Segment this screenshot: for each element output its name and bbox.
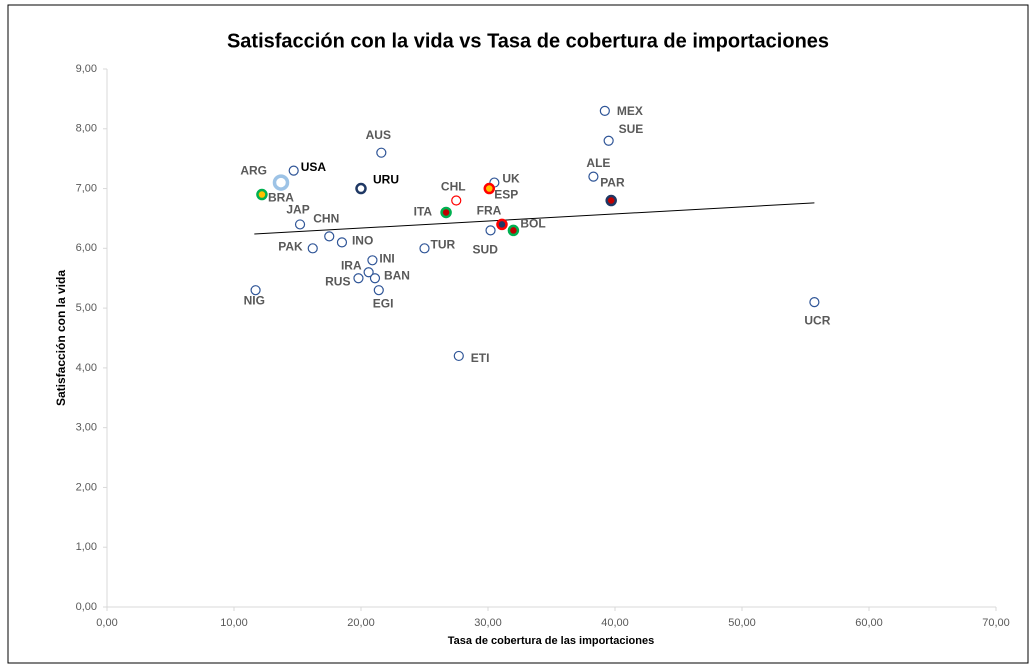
- y-tick-label: 7,00: [76, 182, 97, 194]
- y-tick-label: 5,00: [76, 302, 97, 314]
- point-label: BRA: [268, 191, 294, 205]
- point: [288, 165, 299, 176]
- y-tick-label: 6,00: [76, 242, 97, 254]
- point: [367, 255, 378, 266]
- point-label: UCR: [804, 313, 830, 327]
- point-label: BAN: [384, 268, 410, 282]
- point-label: IRA: [341, 258, 362, 272]
- point: [605, 194, 617, 207]
- y-axis-title: Satisfacción con la vida: [54, 270, 68, 406]
- chart-title: Satisfacción con la vida vs Tasa de cobe…: [227, 30, 829, 52]
- chart-border: [7, 4, 1029, 664]
- point-label: ITA: [414, 205, 433, 219]
- point-label: ETI: [471, 351, 490, 365]
- point-label: CHL: [441, 180, 466, 194]
- x-axis-title: Tasa de cobertura de las importaciones: [448, 635, 654, 647]
- point: [603, 135, 614, 146]
- y-tick-label: 1,00: [76, 541, 97, 553]
- point: [588, 171, 599, 182]
- y-tick-label: 2,00: [76, 481, 97, 493]
- point-label: SUE: [619, 122, 644, 136]
- x-tick-label: 10,00: [220, 617, 248, 629]
- point-label: CHN: [313, 212, 339, 226]
- trendline: [254, 202, 815, 235]
- point: [483, 182, 496, 195]
- point-label: INO: [352, 234, 373, 248]
- point: [250, 285, 261, 296]
- point: [453, 350, 464, 362]
- point-label: TUR: [431, 238, 456, 252]
- point-label: EGI: [373, 296, 394, 310]
- point: [336, 237, 348, 248]
- point: [324, 231, 335, 242]
- x-tick-label: 40,00: [601, 617, 629, 629]
- point-label: ALE: [586, 156, 610, 170]
- point: [451, 195, 462, 206]
- point-label: BOL: [520, 217, 545, 231]
- point-label: ESP: [494, 188, 518, 202]
- point: [373, 285, 384, 296]
- y-tick-label: 9,00: [76, 63, 97, 75]
- point-label: MEX: [617, 104, 643, 118]
- point: [496, 218, 508, 231]
- x-tick-label: 30,00: [474, 617, 502, 629]
- y-tick-label: 4,00: [76, 362, 97, 374]
- point: [599, 105, 610, 116]
- point-label: FRA: [477, 204, 502, 218]
- x-tick-label: 20,00: [347, 617, 375, 629]
- point-label: NIG: [244, 293, 265, 307]
- point: [272, 174, 290, 191]
- point: [376, 147, 387, 158]
- point: [809, 297, 820, 308]
- point-label: PAK: [278, 240, 303, 254]
- y-tick-label: 3,00: [76, 422, 97, 434]
- x-tick-label: 50,00: [728, 617, 756, 629]
- point: [363, 267, 374, 278]
- point-label: SUD: [473, 243, 499, 257]
- point: [256, 188, 268, 201]
- point: [307, 243, 318, 254]
- point: [507, 224, 520, 237]
- y-tick-label: 8,00: [76, 123, 97, 135]
- point-label: ARG: [240, 164, 267, 178]
- point: [419, 243, 430, 254]
- point: [353, 273, 364, 284]
- point-label: RUS: [325, 274, 350, 288]
- x-tick-label: 60,00: [855, 617, 883, 629]
- x-tick-label: 0,00: [96, 617, 117, 629]
- x-tick-label: 70,00: [982, 617, 1010, 629]
- point: [294, 219, 306, 230]
- y-tick-label: 0,00: [76, 601, 97, 613]
- point-label: AUS: [366, 128, 391, 142]
- point-label: JAP: [286, 203, 309, 217]
- point-label: INI: [379, 251, 394, 265]
- point: [485, 225, 496, 236]
- point-label: URU: [373, 173, 399, 187]
- point-label: PAR: [600, 176, 625, 190]
- point: [355, 182, 367, 195]
- point-label: USA: [301, 160, 327, 174]
- point: [369, 273, 381, 284]
- point-label: UK: [502, 172, 520, 186]
- point: [440, 206, 452, 219]
